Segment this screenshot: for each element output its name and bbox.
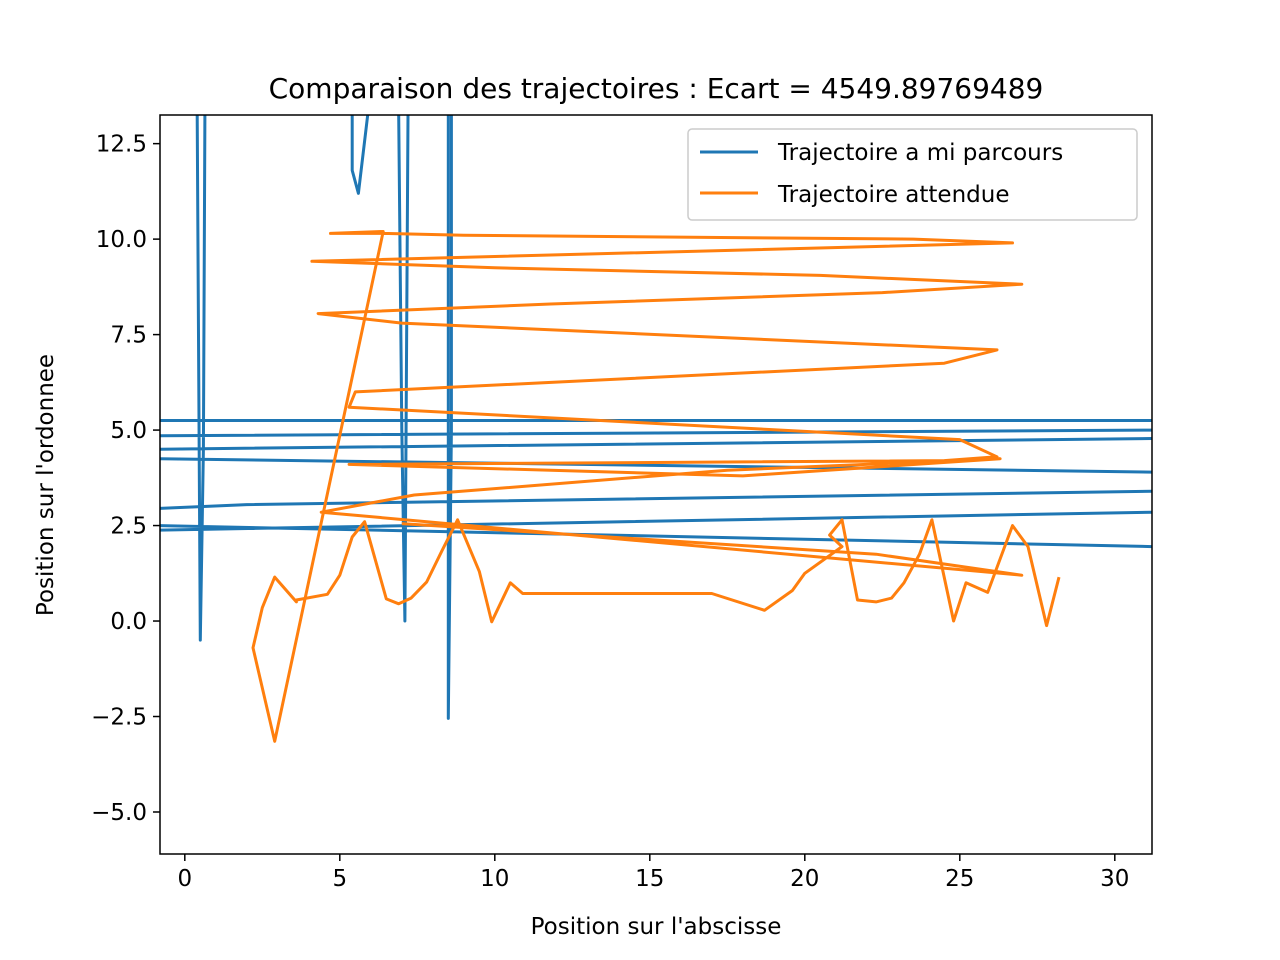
plot-frame — [159, 114, 1153, 855]
legend-box — [687, 128, 1138, 221]
y-tick-label: 10.0 — [96, 227, 147, 253]
y-tick-label: 2.5 — [110, 514, 147, 540]
x-tick-label: 10 — [480, 866, 509, 892]
x-tick-label: 0 — [177, 866, 192, 892]
y-axis: −5.0 −2.5 0.0 2.5 5.0 7.5 10.0 12.5 — [91, 132, 160, 826]
x-axis-label: Position sur l'abscisse — [531, 914, 782, 940]
y-tick-label: −5.0 — [91, 800, 147, 826]
x-axis: 0 5 10 15 20 25 30 — [177, 854, 1129, 892]
x-tick-label: 30 — [1100, 866, 1129, 892]
y-tick-label: 0.0 — [110, 609, 147, 635]
series-layer — [160, 115, 1152, 743]
legend-label-series-1: Trajectoire attendue — [777, 182, 1009, 208]
series-line-1 — [251, 230, 1061, 743]
y-tick-label: −2.5 — [91, 705, 147, 731]
y-axis-label: Position sur l'ordonnee — [33, 354, 59, 616]
y-tick-label: 7.5 — [110, 323, 147, 349]
y-tick-label: 12.5 — [96, 132, 147, 158]
series-line-0 — [160, 115, 1152, 720]
x-tick-label: 15 — [635, 866, 664, 892]
y-tick-label: 5.0 — [110, 418, 147, 444]
chart-title: Comparaison des trajectoires : Ecart = 4… — [269, 72, 1044, 105]
x-tick-label: 25 — [945, 866, 974, 892]
x-tick-label: 20 — [790, 866, 819, 892]
legend: Trajectoire a mi parcours Trajectoire at… — [687, 128, 1138, 221]
legend-label-series-0: Trajectoire a mi parcours — [777, 140, 1063, 166]
x-tick-label: 5 — [332, 866, 347, 892]
